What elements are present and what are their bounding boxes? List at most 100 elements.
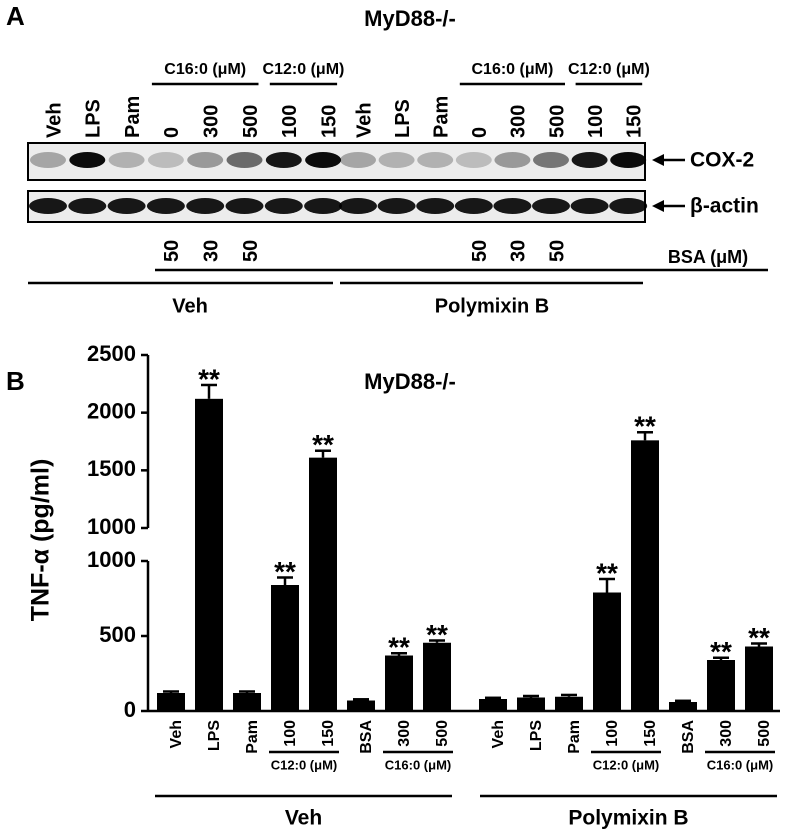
y-tick-label: 1500 (87, 456, 136, 481)
x-tick-label: LPS (206, 720, 223, 751)
chart-title: MyD88-/- (364, 369, 456, 394)
x-tick-label: 300 (396, 720, 413, 747)
header-label: C16:0 (μM) (164, 61, 246, 78)
x-tick-label: Veh (168, 720, 185, 748)
bsa-value: 30 (508, 240, 530, 262)
band (147, 152, 184, 168)
group-label: Veh (172, 295, 208, 317)
bar (347, 700, 375, 711)
x-tick-label: BSA (680, 720, 697, 754)
panel-label: A (6, 1, 25, 31)
lane-label: 500 (546, 105, 568, 138)
band (107, 198, 146, 214)
significance: ** (312, 429, 334, 460)
significance: ** (748, 622, 770, 653)
lane-label: 150 (623, 105, 645, 138)
panel-title: MyD88-/- (364, 6, 456, 31)
band (340, 152, 376, 168)
x-tick-label: Pam (566, 720, 583, 754)
lane-label: Pam (122, 96, 144, 138)
bar (631, 440, 659, 711)
band (226, 152, 263, 168)
bar (233, 693, 261, 711)
x-tick-label: 300 (718, 720, 735, 747)
x-tick-label: Veh (490, 720, 507, 748)
bar (271, 585, 299, 711)
band-label: β-actin (690, 195, 759, 218)
bar (745, 646, 773, 711)
group-label: Polymixin B (568, 807, 688, 830)
group-label: Veh (285, 807, 322, 830)
band (30, 152, 66, 168)
x-tick-label: 100 (282, 720, 299, 747)
significance: ** (710, 636, 732, 667)
lane-label: 100 (279, 105, 301, 138)
group-label: Polymixin B (435, 295, 549, 317)
band-label: COX-2 (690, 149, 754, 172)
lane-label: Pam (430, 96, 452, 138)
significance: ** (426, 619, 448, 650)
lane-label: 0 (161, 127, 183, 138)
band (108, 152, 145, 168)
band (304, 198, 343, 214)
x-tick-label: 500 (434, 720, 451, 747)
band (186, 198, 225, 214)
bracket-label: C12:0 (μM) (593, 757, 659, 772)
band (416, 198, 455, 214)
y-tick-label: 500 (99, 622, 136, 647)
x-tick-label: Pam (244, 720, 261, 754)
bar (195, 398, 223, 711)
x-tick-label: 100 (604, 720, 621, 747)
significance: ** (198, 363, 220, 394)
significance: ** (634, 411, 656, 442)
lane-label: 500 (240, 105, 262, 138)
bar (707, 660, 735, 711)
band (417, 152, 454, 168)
band (494, 152, 531, 168)
blot (27, 142, 648, 223)
arrow-head (652, 200, 664, 212)
bsa-value: 50 (161, 240, 183, 262)
lane-label: 300 (200, 105, 222, 138)
significance: ** (274, 556, 296, 587)
bsa-label: BSA (μM) (668, 247, 748, 267)
y-tick-label: 1000 (87, 547, 136, 572)
bracket-label: C16:0 (μM) (707, 757, 773, 772)
panel-label: B (6, 366, 25, 396)
band (378, 152, 415, 168)
significance: ** (596, 557, 618, 588)
header-label: C12:0 (μM) (568, 61, 650, 78)
bar (517, 697, 545, 711)
band (454, 198, 493, 214)
header-label: C16:0 (μM) (472, 61, 554, 78)
band (265, 152, 302, 168)
bar (479, 699, 507, 711)
lane-label: 0 (469, 127, 491, 138)
lane-label: 100 (585, 105, 607, 138)
lane-label: LPS (392, 99, 414, 138)
x-tick-label: 150 (642, 720, 659, 747)
x-tick-label: 500 (756, 720, 773, 747)
lane-label: 300 (508, 105, 530, 138)
lane-label: Veh (353, 102, 375, 138)
band (377, 198, 416, 214)
band (533, 152, 569, 168)
bracket-label: C16:0 (μM) (385, 757, 451, 772)
lane-label: Veh (43, 102, 65, 138)
bar (669, 702, 697, 711)
band (146, 198, 185, 214)
header-label: C12:0 (μM) (263, 61, 345, 78)
bar (423, 642, 451, 711)
band (29, 198, 67, 214)
x-tick-label: 150 (320, 720, 337, 747)
band (609, 198, 648, 214)
x-tick-label: LPS (528, 720, 545, 751)
x-tick-label: BSA (358, 720, 375, 754)
band (305, 152, 342, 168)
significance: ** (388, 632, 410, 663)
band (225, 198, 264, 214)
band (69, 152, 106, 168)
band (455, 152, 492, 168)
